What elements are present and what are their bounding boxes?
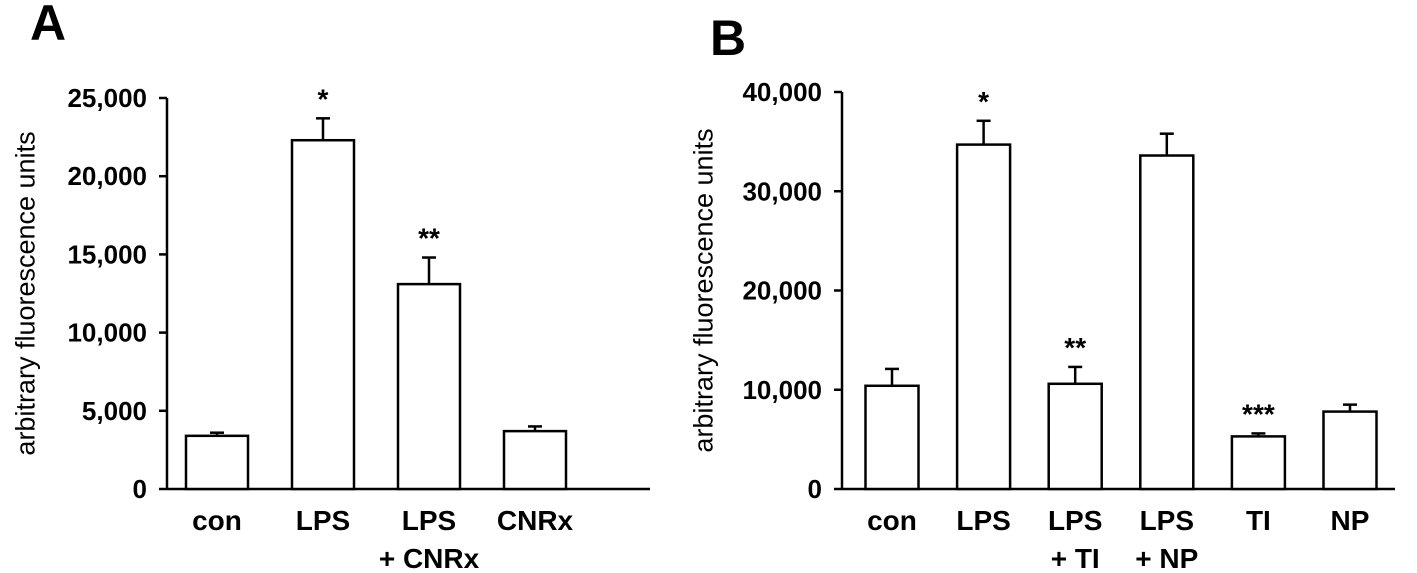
panel-label: A xyxy=(30,0,66,51)
bar xyxy=(1322,410,1378,491)
y-tick-label: 20,000 xyxy=(67,161,147,191)
x-tick-label: CNRx xyxy=(497,505,574,536)
significance-marker: * xyxy=(978,86,989,117)
x-tick-label: + NP xyxy=(1135,543,1198,573)
y-axis-label: arbitrary fluorescence units xyxy=(10,131,40,455)
bar xyxy=(864,384,920,491)
x-tick-label: con xyxy=(192,505,242,536)
bar xyxy=(955,143,1012,491)
y-tick-label: 40,000 xyxy=(742,77,822,107)
bar xyxy=(184,434,250,491)
bar xyxy=(1047,382,1103,491)
y-tick-label: 10,000 xyxy=(742,375,822,405)
y-tick-label: 30,000 xyxy=(742,176,822,206)
bar xyxy=(1230,435,1287,491)
x-tick-label: NP xyxy=(1331,505,1370,536)
bar xyxy=(290,138,356,491)
x-tick-label: + TI xyxy=(1051,543,1100,573)
significance-marker: ** xyxy=(418,223,440,254)
x-tick-label: TI xyxy=(1246,505,1271,536)
y-tick-label: 0 xyxy=(133,474,147,504)
x-tick-label: LPS xyxy=(1140,505,1194,536)
x-tick-label: LPS xyxy=(1048,505,1102,536)
bar xyxy=(502,429,568,491)
y-axis-label: arbitrary fluorescence units xyxy=(688,128,718,452)
y-tick-label: 15,000 xyxy=(67,239,147,269)
x-tick-label: + CNRx xyxy=(379,543,480,573)
x-tick-label: LPS xyxy=(956,505,1010,536)
y-tick-label: 25,000 xyxy=(67,83,147,113)
x-tick-label: LPS xyxy=(402,505,456,536)
y-tick-label: 20,000 xyxy=(742,276,822,306)
significance-marker: *** xyxy=(1242,398,1275,429)
significance-marker: * xyxy=(318,83,329,114)
y-tick-label: 0 xyxy=(808,474,822,504)
panel-label: B xyxy=(710,10,746,66)
bar xyxy=(396,282,462,491)
bar xyxy=(1139,154,1195,491)
x-tick-label: LPS xyxy=(296,505,350,536)
y-tick-label: 10,000 xyxy=(67,318,147,348)
y-tick-label: 5,000 xyxy=(82,396,147,426)
significance-marker: ** xyxy=(1064,332,1086,363)
x-tick-label: con xyxy=(867,505,917,536)
